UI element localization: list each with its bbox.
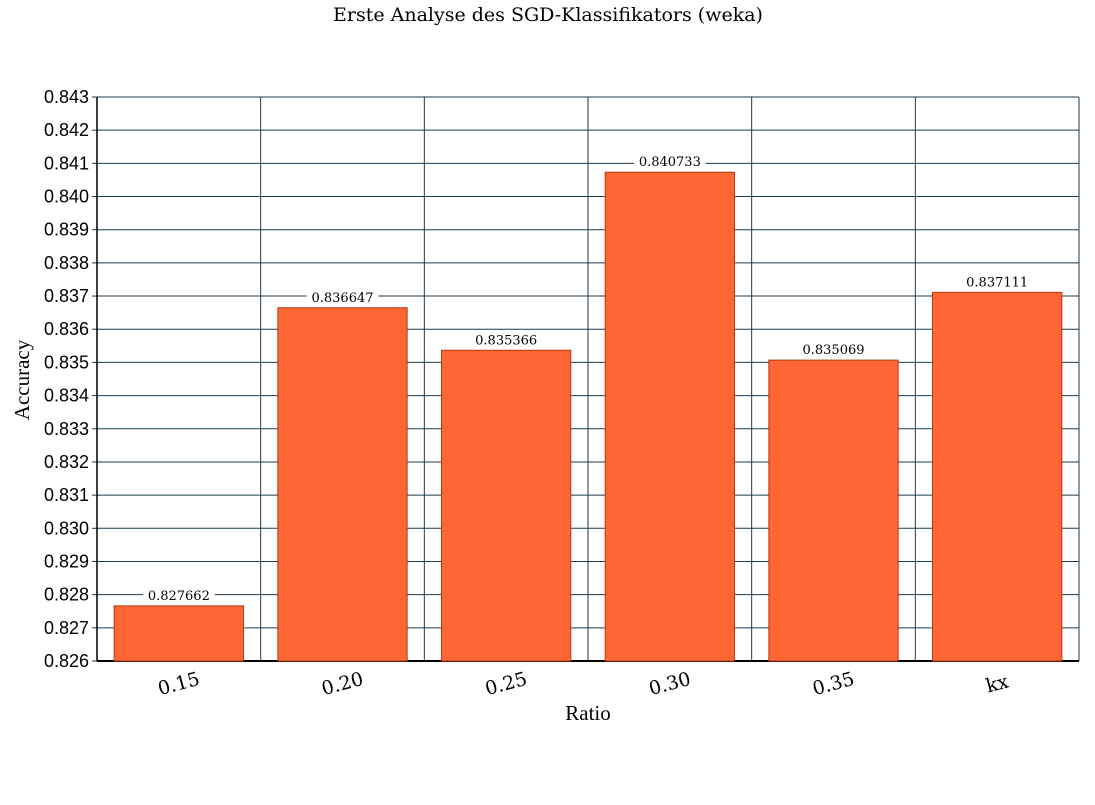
data-label: 0.835069 bbox=[802, 343, 864, 358]
y-tick-label: 0.830 bbox=[44, 518, 89, 538]
y-tick-label: 0.837 bbox=[44, 286, 89, 306]
y-tick-label: 0.832 bbox=[44, 452, 89, 472]
y-tick-label: 0.829 bbox=[44, 551, 89, 571]
y-axis-ticks: 0.826 0.827 0.828 0.829 0.830 0.831 0.832 0.833… bbox=[44, 87, 89, 671]
y-tick-label: 0.841 bbox=[44, 153, 89, 173]
y-tick-label: 0.834 bbox=[44, 386, 89, 406]
bar bbox=[768, 359, 899, 662]
data-label: 0.840733 bbox=[639, 155, 701, 170]
grid bbox=[92, 96, 1080, 662]
y-tick-label: 0.831 bbox=[44, 485, 89, 505]
y-tick-label: 0.835 bbox=[44, 352, 89, 372]
x-tick-label: kx bbox=[984, 670, 1011, 697]
data-label-background bbox=[797, 342, 870, 358]
data-label: 0.836647 bbox=[311, 291, 373, 306]
data-label: 0.827662 bbox=[148, 589, 210, 604]
y-tick-label: 0.843 bbox=[44, 87, 89, 107]
x-axis-label: Ratio bbox=[565, 701, 611, 725]
y-tick-label: 0.833 bbox=[44, 419, 89, 439]
bar bbox=[113, 605, 244, 662]
y-tick-label: 0.827 bbox=[44, 618, 89, 638]
bar bbox=[604, 171, 735, 662]
y-tick-label: 0.826 bbox=[44, 651, 89, 671]
x-tick-label: 0.15 bbox=[156, 668, 203, 700]
x-tick-label: 0.20 bbox=[319, 668, 366, 700]
bar bbox=[932, 291, 1063, 662]
y-tick-label: 0.836 bbox=[44, 319, 89, 339]
y-tick-label: 0.840 bbox=[44, 187, 89, 207]
y-tick-label: 0.839 bbox=[44, 220, 89, 240]
bars: 0.827662 0.836647 0.835366 0.840733 0.835069… bbox=[113, 154, 1063, 662]
bar bbox=[441, 349, 572, 662]
data-label: 0.837111 bbox=[966, 275, 1028, 290]
data-label-background bbox=[306, 289, 379, 305]
data-label: 0.835366 bbox=[475, 333, 537, 348]
chart-title: Erste Analyse des SGD-Klassifikators (we… bbox=[333, 4, 763, 26]
x-tick-label: 0.35 bbox=[810, 668, 857, 700]
y-tick-label: 0.838 bbox=[44, 253, 89, 273]
x-tick-label: 0.30 bbox=[647, 668, 694, 700]
x-tick-label: 0.25 bbox=[483, 668, 530, 700]
data-label-background bbox=[470, 332, 542, 348]
data-label-background bbox=[961, 274, 1033, 290]
y-axis-label: Accuracy bbox=[10, 339, 34, 420]
y-tick-label: 0.842 bbox=[44, 120, 89, 140]
data-label-background bbox=[634, 154, 706, 170]
bar bbox=[277, 307, 408, 662]
data-label-background bbox=[143, 587, 215, 603]
x-axis-ticks: 0.15 0.20 0.25 0.30 0.35 kx bbox=[156, 668, 1011, 700]
y-tick-label: 0.828 bbox=[44, 585, 89, 605]
